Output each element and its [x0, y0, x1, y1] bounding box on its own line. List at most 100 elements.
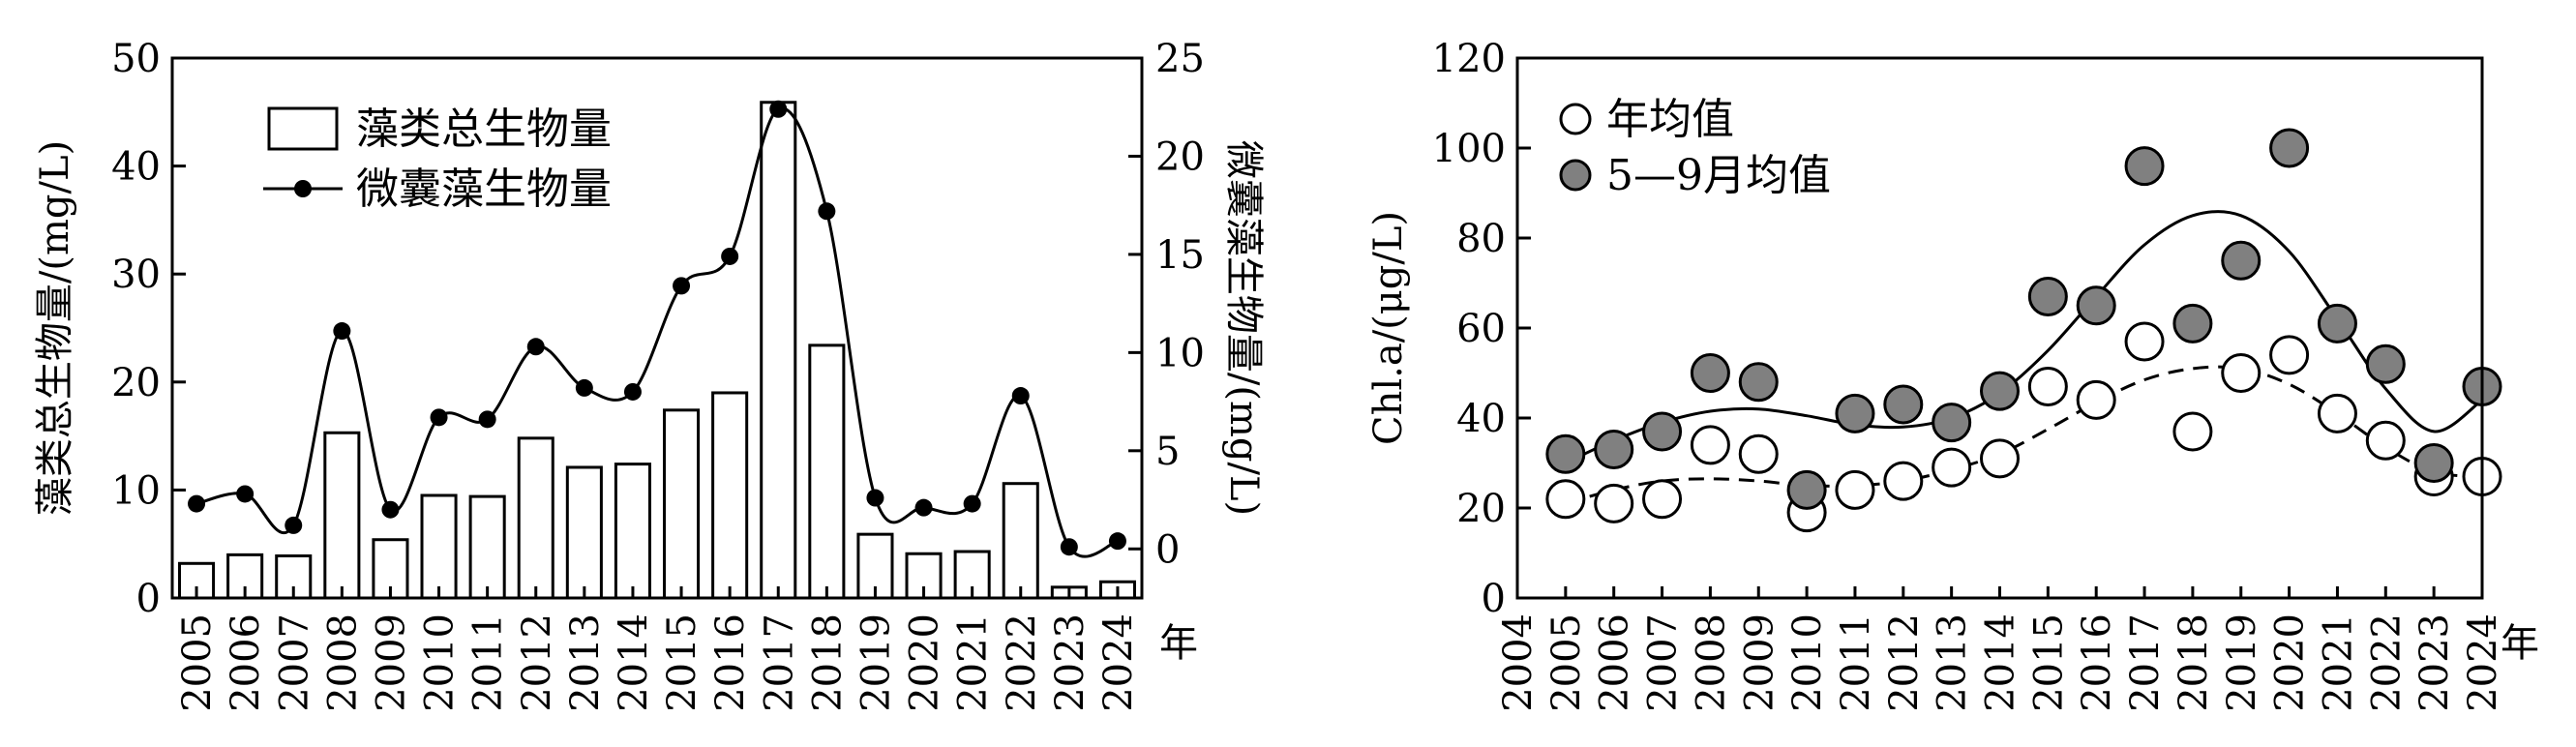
legend-left: 藻类总生物量 微囊藻生物量 — [263, 105, 612, 214]
x-tick-label: 2020 — [903, 613, 947, 712]
microcystis-point-2012 — [526, 338, 545, 356]
y-tick-label: 20 — [1456, 487, 1506, 531]
annual-point-2017 — [2124, 321, 2165, 362]
legend-bar-swatch — [267, 106, 339, 151]
summer-point-2016 — [2076, 285, 2116, 326]
summer-point-2013 — [1932, 403, 1972, 443]
summer-point-2005 — [1545, 433, 1586, 474]
x-tick-label: 2009 — [369, 613, 413, 712]
microcystis-point-2016 — [721, 247, 739, 265]
microcystis-point-2009 — [381, 500, 400, 519]
x-tick-label: 2019 — [2220, 613, 2264, 712]
x-tick-label: 2022 — [1000, 613, 1044, 712]
summer-point-2022 — [2365, 344, 2406, 384]
legend-bar-label: 藻类总生物量 — [356, 105, 612, 154]
legend-right: 年均值 5—9月均值 — [1559, 95, 1831, 200]
microcystis-point-2024 — [1108, 532, 1126, 551]
x-axis-title-left: 年 — [1159, 621, 1198, 666]
annual-point-2018 — [2172, 411, 2213, 452]
y-tick-label: 0 — [136, 577, 161, 621]
y2-tick-label: 25 — [1155, 37, 1205, 81]
summer-point-2020 — [2269, 128, 2310, 168]
x-tick-label: 2016 — [708, 613, 753, 712]
x-tick-label: 2015 — [660, 613, 704, 712]
x-tick-label: 2024 — [1096, 613, 1141, 712]
legend-filled-circle — [1559, 159, 1592, 192]
x-tick-label: 2008 — [1689, 613, 1733, 712]
legend-dot-swatch — [294, 180, 312, 197]
legend-open-circle — [1559, 103, 1592, 135]
microcystis-point-2022 — [1011, 387, 1030, 405]
x-tick-label: 2020 — [2268, 613, 2313, 712]
x-axis-title-right-panel: 年 — [2501, 621, 2539, 666]
bar-2013 — [565, 465, 603, 600]
x-tick-label: 2017 — [757, 613, 801, 712]
summer-point-2014 — [1980, 371, 2020, 411]
summer-point-2009 — [1738, 362, 1779, 403]
microcystis-point-2018 — [818, 202, 836, 221]
legend-summer-label: 5—9月均值 — [1606, 151, 1831, 200]
legend-annual-label: 年均值 — [1606, 95, 1734, 144]
y2-tick-label: 5 — [1155, 430, 1180, 474]
x-tick-label: 2007 — [1641, 613, 1686, 712]
x-tick-label: 2023 — [1048, 613, 1093, 712]
microcystis-point-2023 — [1060, 538, 1078, 556]
annual-point-2007 — [1642, 479, 1683, 520]
summer-point-2008 — [1690, 353, 1730, 393]
y2-axis-title: 微囊藻生物量/(mg/L) — [1221, 140, 1266, 516]
x-axis-right-panel: 2004 2005 2006 2007 2008 2009 2010 2011 2012 2013… — [1496, 586, 2505, 712]
x-tick-label: 2016 — [2075, 613, 2119, 712]
summer-point-2010 — [1786, 469, 1827, 510]
bar-2012 — [517, 436, 554, 600]
x-tick-label: 2018 — [805, 613, 850, 712]
annual-point-2022 — [2365, 420, 2406, 461]
microcystis-point-2019 — [866, 489, 884, 507]
summer-point-2011 — [1835, 393, 1875, 433]
bar-2022 — [1002, 482, 1039, 600]
annual-point-2006 — [1594, 483, 1634, 523]
x-tick-label: 2011 — [1834, 613, 1878, 712]
x-tick-label: 2005 — [175, 613, 220, 712]
annual-point-2008 — [1690, 425, 1730, 465]
x-tick-label: 2006 — [224, 613, 268, 712]
bar-2016 — [711, 391, 749, 600]
y-tick-label: 120 — [1432, 37, 1506, 81]
y2-tick-label: 10 — [1155, 331, 1205, 375]
x-tick-label: 2012 — [1882, 613, 1927, 712]
x-tick-label: 2012 — [515, 613, 559, 712]
y-axis-right: 0 5 10 15 20 25 — [1128, 37, 1205, 572]
annual-point-2013 — [1932, 447, 1972, 488]
y2-tick-label: 20 — [1155, 134, 1205, 179]
annual-point-2005 — [1545, 479, 1586, 520]
bar-2017 — [760, 101, 797, 600]
x-tick-label: 2009 — [1737, 613, 1782, 712]
y-tick-label: 40 — [111, 145, 161, 190]
x-tick-label: 2010 — [418, 613, 463, 712]
y-axis-title-right-panel: Chl.a/(μg/L) — [1366, 211, 1411, 445]
x-tick-label: 2017 — [2123, 613, 2168, 712]
bar-2014 — [614, 463, 651, 600]
annual-point-2015 — [2027, 366, 2068, 406]
summer-point-2007 — [1642, 411, 1683, 452]
x-tick-label: 2013 — [1931, 613, 1975, 712]
x-tick-label: 2010 — [1785, 613, 1830, 712]
annual-point-2019 — [2221, 353, 2261, 393]
microcystis-point-2013 — [575, 378, 593, 397]
x-tick-label: 2005 — [1544, 613, 1589, 712]
microcystis-point-2011 — [478, 410, 496, 429]
microcystis-point-2006 — [236, 485, 255, 503]
y-tick-label: 50 — [111, 37, 161, 81]
x-tick-label: 2015 — [2026, 613, 2071, 712]
annual-point-2014 — [1980, 438, 2020, 479]
microcystis-point-2021 — [963, 494, 981, 513]
x-tick-label: 2023 — [2412, 613, 2457, 712]
x-tick-label: 2024 — [2461, 613, 2505, 712]
microcystis-point-2007 — [285, 516, 303, 534]
summer-point-2017 — [2124, 146, 2165, 187]
y-tick-label: 20 — [111, 361, 161, 405]
y-tick-label: 100 — [1432, 127, 1506, 171]
bar-2011 — [468, 494, 506, 600]
